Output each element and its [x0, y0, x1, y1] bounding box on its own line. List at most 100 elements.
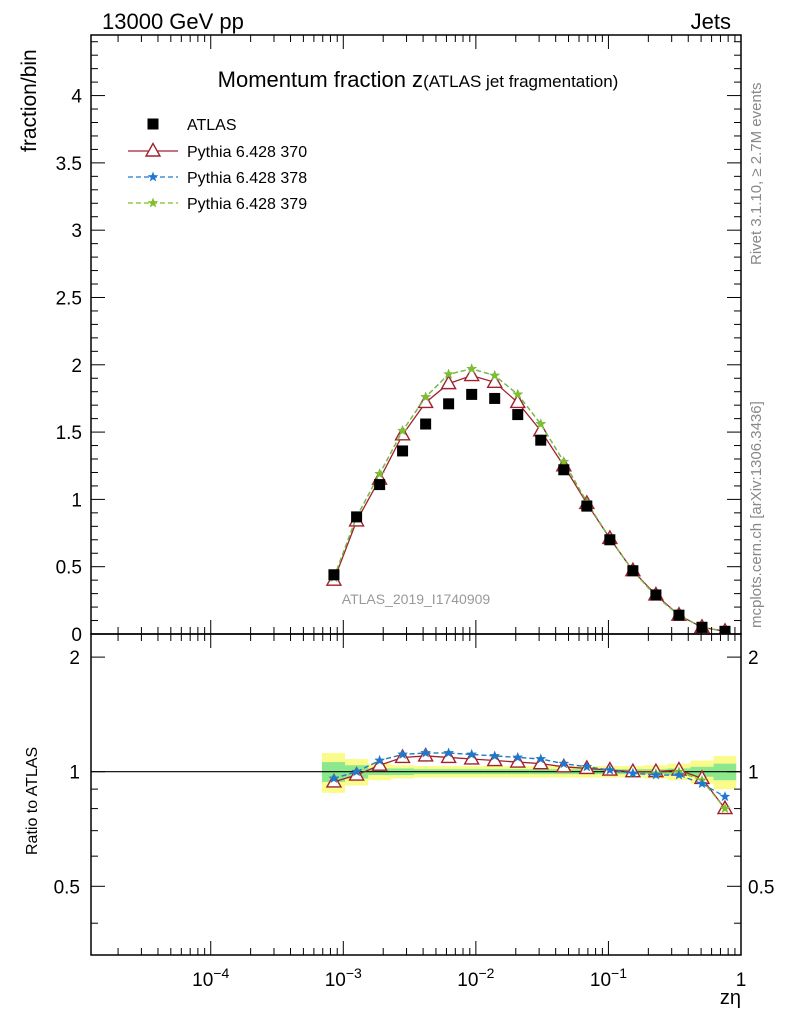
x-tick-label: 10−4: [192, 965, 229, 991]
data-point-marker: [328, 772, 340, 783]
data-point-marker: [673, 609, 685, 621]
data-point-marker: [650, 589, 662, 601]
data-point-marker: [509, 753, 526, 768]
data-point-marker: [440, 374, 457, 390]
data-point-marker: [374, 468, 385, 479]
legend-label: Pythia 6.428 379: [187, 196, 307, 213]
data-point-marker: [147, 118, 159, 130]
data-point-marker: [627, 767, 639, 778]
data-point-marker: [512, 751, 523, 762]
data-point-marker: [509, 393, 526, 409]
data-point-marker: [147, 171, 159, 182]
data-point-marker: [328, 569, 340, 581]
data-point-marker: [719, 791, 731, 802]
data-point-marker: [558, 758, 570, 769]
y-tick-label: 3.5: [56, 154, 82, 175]
ratio-y-tick-label-right: 1: [748, 763, 759, 784]
ratio-y-tick-label: 1: [69, 763, 80, 784]
process-label: Jets: [691, 9, 731, 34]
y-tick-label: 4: [71, 87, 82, 108]
data-point-marker: [532, 754, 549, 770]
data-point-marker: [581, 500, 593, 512]
data-point-marker: [374, 479, 386, 491]
data-point-marker: [397, 425, 408, 436]
data-point-marker: [558, 456, 570, 467]
x-axis-label: zη: [720, 987, 741, 1009]
legend-label: ATLAS: [187, 117, 237, 134]
data-point-marker: [486, 373, 503, 388]
data-point-marker: [443, 747, 454, 758]
data-point-marker: [397, 748, 408, 759]
data-point-marker: [147, 197, 159, 208]
data-point-marker: [374, 755, 385, 765]
data-point-marker: [512, 388, 523, 399]
main-series: [328, 388, 731, 634]
data-point-marker: [443, 398, 455, 410]
ratio-y-tick-label: 0.5: [54, 877, 80, 898]
legend-item: Pythia 6.428 378: [128, 170, 307, 187]
data-point-marker: [604, 534, 616, 546]
y-tick-label: 3: [71, 221, 82, 242]
legend-item: Pythia 6.428 379: [128, 196, 307, 213]
legend-label: Pythia 6.428 378: [187, 170, 307, 187]
series-line: [333, 752, 726, 798]
series-line: [333, 755, 726, 809]
chart-title-subtitle: (ATLAS jet fragmentation): [423, 72, 618, 91]
x-tick-label: 1: [736, 970, 747, 991]
collision-label: 13000 GeV pp: [102, 9, 244, 34]
legend: ATLAS Pythia 6.428 370 Pythia 6.428 378 Pyt…: [128, 117, 307, 213]
x-tick-label: 10−1: [590, 965, 627, 991]
data-point-marker: [581, 761, 593, 772]
data-point-marker: [466, 748, 477, 759]
data-point-marker: [443, 368, 454, 379]
data-point-marker: [463, 750, 480, 765]
x-tick-label: 10−3: [325, 965, 362, 991]
data-point-marker: [397, 445, 409, 457]
ratio-series: [328, 747, 731, 814]
data-point-marker: [535, 753, 546, 764]
ratio-y-axis-label: Ratio to ATLAS: [24, 747, 41, 855]
data-point-marker: [535, 418, 546, 429]
ratio-frame: [90, 633, 742, 956]
data-point-marker: [463, 366, 480, 382]
data-point-marker: [512, 409, 524, 421]
data-point-marker: [650, 769, 662, 780]
data-point-marker: [604, 764, 616, 775]
y-tick-label: 1: [71, 490, 82, 511]
data-point-marker: [417, 393, 434, 409]
data-point-marker: [696, 621, 708, 633]
y-tick-label: 0: [71, 625, 82, 646]
chart-title: Momentum fraction z(ATLAS jet fragmentat…: [218, 67, 619, 92]
legend-item: ATLAS: [147, 117, 237, 134]
data-point-marker: [486, 751, 503, 767]
data-point-marker: [420, 747, 431, 758]
data-point-marker: [440, 748, 457, 764]
ratio-y-tick-label: 2: [69, 648, 80, 669]
y-tick-label: 2: [71, 356, 82, 377]
legend-label: Pythia 6.428 370: [187, 144, 307, 161]
x-tick-label: 10−2: [457, 965, 494, 991]
ratio-panel: Ratio to ATLAS zη 0.5 0.5 1 1 2 2: [24, 633, 774, 1009]
chart-title-main: Momentum fraction z: [218, 67, 423, 92]
data-point-marker: [696, 778, 708, 789]
data-point-marker: [558, 464, 570, 476]
y-tick-label: 1.5: [56, 423, 82, 444]
ratio-y-tick-label-right: 0.5: [748, 877, 774, 898]
data-point-marker: [466, 388, 478, 400]
ratio-y-tick-label-right: 2: [748, 648, 759, 669]
legend-item: Pythia 6.428 370: [128, 142, 307, 161]
data-point-marker: [535, 434, 547, 446]
data-point-marker: [351, 511, 363, 523]
y-tick-label: 0.5: [56, 558, 82, 579]
data-point-marker: [489, 392, 501, 404]
chart-watermark: ATLAS_2019_I1740909: [342, 591, 491, 607]
ratio-series: [328, 747, 731, 802]
main-panel: fraction/bin ATLAS_2019_I1740909 Momentu…: [18, 34, 742, 646]
data-point-marker: [719, 803, 731, 814]
data-point-marker: [489, 370, 500, 380]
data-point-marker: [719, 625, 731, 634]
y-tick-label: 2.5: [56, 288, 82, 309]
data-point-marker: [673, 769, 685, 780]
data-point-marker: [371, 756, 388, 771]
